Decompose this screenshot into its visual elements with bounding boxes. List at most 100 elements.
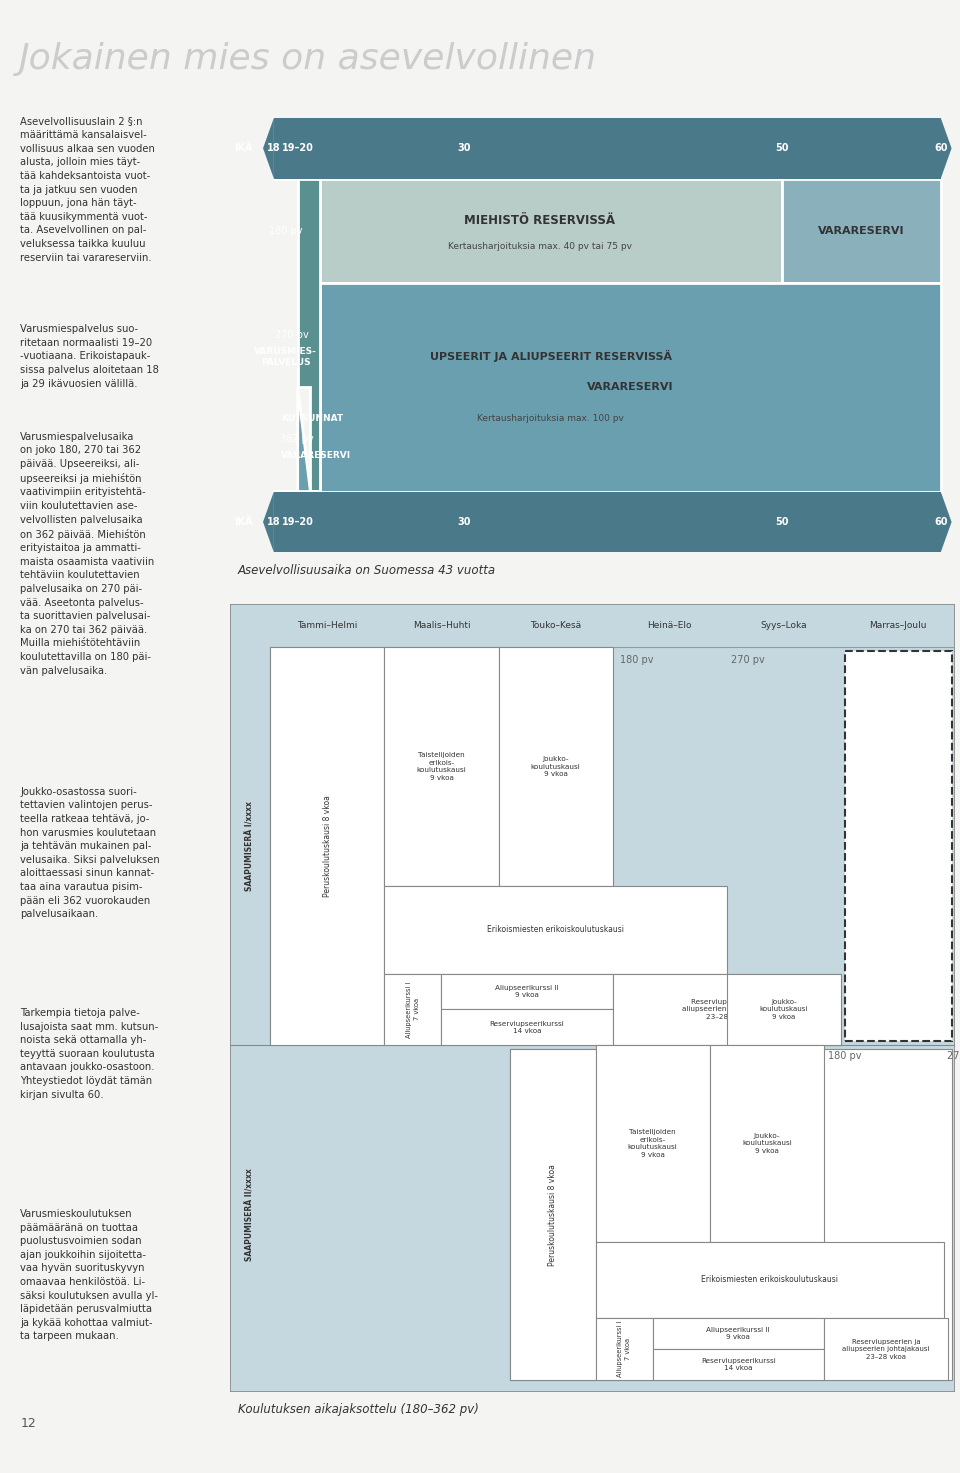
- Text: Varusmieskoulutuksen
päämääränä on tuottaa
puolustusvoimien sodan
ajan joukkoihi: Varusmieskoulutuksen päämääränä on tuott…: [20, 1209, 158, 1342]
- Text: Peruskoulutuskausi 8 vkoa: Peruskoulutuskausi 8 vkoa: [323, 795, 332, 897]
- Text: Syys–Loka: Syys–Loka: [760, 622, 807, 630]
- Bar: [298, 178, 782, 283]
- Text: MIEHISTÖ RESERVISSÄ: MIEHISTÖ RESERVISSÄ: [465, 214, 615, 227]
- Text: UPSEERIT JA ALIUPSEERIT RESERVISSÄ: UPSEERIT JA ALIUPSEERIT RESERVISSÄ: [430, 351, 672, 362]
- Text: IKÄ: IKÄ: [233, 517, 252, 527]
- Bar: [653, 1349, 824, 1380]
- Text: Reserviupseerien ja
aliupseerien johtajakausi
23–28 vkoa: Reserviupseerien ja aliupseerien johtaja…: [842, 1339, 929, 1360]
- Text: Varusmiespalvelusaika
on joko 180, 270 tai 362
päivää. Upseereiksi, ali-
upseere: Varusmiespalvelusaika on joko 180, 270 t…: [20, 432, 155, 676]
- Text: Taistelijoiden
erikois-
koulutuskausi
9 vkoa: Taistelijoiden erikois- koulutuskausi 9 …: [628, 1130, 678, 1158]
- Text: Joukko-osastossa suori-
tettavien valintojen perus-
teella ratkeaa tehtävä, jo-
: Joukko-osastossa suori- tettavien valint…: [20, 787, 160, 919]
- Text: Asevelvollisuuslain 2 §:n
määrittämä kansalaisvel-
vollisuus alkaa sen vuoden
al: Asevelvollisuuslain 2 §:n määrittämä kan…: [20, 116, 156, 262]
- Text: Aliupseerikurssi II
9 vkoa: Aliupseerikurssi II 9 vkoa: [707, 1327, 770, 1340]
- Bar: [727, 974, 841, 1046]
- Text: 30: 30: [458, 517, 471, 527]
- Text: Maalis–Huhti: Maalis–Huhti: [413, 622, 470, 630]
- Text: 60: 60: [934, 143, 948, 153]
- Bar: [320, 283, 941, 492]
- Bar: [653, 1318, 824, 1349]
- Text: 270 pv: 270 pv: [276, 330, 309, 340]
- Text: 31–34 vkoa: 31–34 vkoa: [454, 978, 497, 987]
- Bar: [595, 1318, 653, 1380]
- Bar: [595, 1242, 944, 1318]
- Bar: [498, 647, 612, 885]
- Polygon shape: [274, 178, 320, 492]
- Bar: [384, 974, 442, 1046]
- Text: 18: 18: [267, 143, 280, 153]
- Bar: [709, 1046, 824, 1242]
- Text: 35–38 vkoa: 35–38 vkoa: [671, 978, 714, 987]
- Text: VARARESERVI: VARARESERVI: [818, 225, 904, 236]
- Polygon shape: [274, 387, 320, 492]
- Bar: [510, 1049, 951, 1380]
- Text: Reserviupseerikurssi
14 vkoa: Reserviupseerikurssi 14 vkoa: [490, 1021, 564, 1034]
- Polygon shape: [941, 492, 951, 552]
- Polygon shape: [941, 118, 951, 178]
- Polygon shape: [263, 492, 274, 552]
- Text: Peruskoulutuskausi 8 vkoa: Peruskoulutuskausi 8 vkoa: [548, 1164, 558, 1265]
- Text: Varusmiespalvelus suo-
ritetaan normaalisti 19–20
-vuotiaana. Erikoistapauk-
sis: Varusmiespalvelus suo- ritetaan normaali…: [20, 324, 159, 389]
- Text: Heinä–Elo: Heinä–Elo: [648, 622, 692, 630]
- Polygon shape: [263, 118, 274, 178]
- Text: IKÄ: IKÄ: [233, 143, 252, 153]
- Text: Koulutuksen aikajaksottelu (180–362 pv): Koulutuksen aikajaksottelu (180–362 pv): [238, 1404, 478, 1416]
- Text: Asevelvollisuusaika on Suomessa 43 vuotta: Asevelvollisuusaika on Suomessa 43 vuott…: [238, 564, 495, 576]
- Text: 35–38 vkoa: 35–38 vkoa: [827, 1321, 867, 1327]
- Text: Marras–Joulu: Marras–Joulu: [870, 622, 926, 630]
- Text: Aliupseerikurssi I
7 vkoa: Aliupseerikurssi I 7 vkoa: [406, 981, 420, 1037]
- Text: 180 pv: 180 pv: [620, 655, 654, 666]
- Text: 270 pv: 270 pv: [948, 1052, 960, 1062]
- Bar: [782, 178, 941, 283]
- Text: VARUSMIES-
PALVELUS: VARUSMIES- PALVELUS: [254, 346, 317, 367]
- Text: Joukko-
koulutuskausi
9 vkoa: Joukko- koulutuskausi 9 vkoa: [531, 756, 581, 778]
- Text: Erikoismiesten erikoiskoulutuskausi: Erikoismiesten erikoiskoulutuskausi: [487, 925, 624, 934]
- Text: Taistelijoiden
erikois-
koulutuskausi
9 vkoa: Taistelijoiden erikois- koulutuskausi 9 …: [417, 753, 467, 781]
- Text: 362 pv: 362 pv: [881, 655, 915, 666]
- Text: 362 pv: 362 pv: [280, 435, 314, 445]
- Text: Kertausharjoituksia max. 40 pv tai 75 pv: Kertausharjoituksia max. 40 pv tai 75 pv: [447, 242, 632, 250]
- Bar: [320, 283, 782, 492]
- Text: Aliupseerikurssi II
9 vkoa: Aliupseerikurssi II 9 vkoa: [495, 984, 559, 999]
- Bar: [845, 651, 951, 1041]
- Text: 60: 60: [934, 517, 948, 527]
- Text: 180 pv: 180 pv: [269, 225, 302, 236]
- Text: SODANAJAN
JOUKKO: SODANAJAN JOUKKO: [870, 837, 926, 856]
- Text: 19–20: 19–20: [282, 143, 314, 153]
- Text: Tarkempia tietoja palve-
lusajoista saat mm. kutsun-
noista sekä ottamalla yh-
t: Tarkempia tietoja palve- lusajoista saat…: [20, 1008, 158, 1099]
- Bar: [510, 1049, 595, 1380]
- Text: 50: 50: [775, 143, 789, 153]
- Text: Joukko-
koulutuskausi
9 vkoa: Joukko- koulutuskausi 9 vkoa: [759, 999, 808, 1019]
- Bar: [595, 1046, 709, 1242]
- Text: VARARESERVI: VARARESERVI: [281, 451, 351, 460]
- Bar: [271, 647, 384, 1046]
- Text: Kertausharjoituksia max. 100 pv: Kertausharjoituksia max. 100 pv: [477, 414, 624, 423]
- Text: 30: 30: [458, 143, 471, 153]
- Text: 180 pv: 180 pv: [828, 1052, 861, 1062]
- Text: 12: 12: [20, 1417, 36, 1430]
- Bar: [274, 118, 941, 178]
- Bar: [824, 1318, 948, 1380]
- Text: SAAPUMISERÄ I/xxxx: SAAPUMISERÄ I/xxxx: [246, 801, 254, 891]
- Bar: [274, 492, 941, 552]
- Text: VARARESERVI: VARARESERVI: [588, 383, 674, 392]
- Text: Joukko-
koulutuskausi
9 vkoa: Joukko- koulutuskausi 9 vkoa: [742, 1133, 792, 1153]
- Bar: [442, 1009, 612, 1046]
- Text: Touko–Kesä: Touko–Kesä: [530, 622, 581, 630]
- Text: 50: 50: [775, 517, 789, 527]
- Bar: [612, 974, 841, 1046]
- Text: KUTSUNNAT: KUTSUNNAT: [281, 414, 344, 423]
- Bar: [384, 885, 727, 974]
- Bar: [384, 647, 498, 885]
- Text: Jokainen mies on asevelvollinen: Jokainen mies on asevelvollinen: [19, 43, 597, 77]
- Text: Reserviupseerikurssi
14 vkoa: Reserviupseerikurssi 14 vkoa: [701, 1358, 776, 1371]
- Text: 31–34 vkoa: 31–34 vkoa: [656, 1321, 696, 1327]
- Text: Erikoismiesten erikoiskoulutuskausi: Erikoismiesten erikoiskoulutuskausi: [701, 1276, 838, 1284]
- Text: Aliupseerikurssi I
7 vkoa: Aliupseerikurssi I 7 vkoa: [617, 1321, 631, 1377]
- Text: Tammi–Helmi: Tammi–Helmi: [298, 622, 357, 630]
- Text: 18: 18: [267, 517, 280, 527]
- Text: 270 pv: 270 pv: [731, 655, 764, 666]
- Text: 19–20: 19–20: [282, 517, 314, 527]
- Text: Reserviupseerien ja
aliupseerien johtajakausi
23–28 vkoa: Reserviupseerien ja aliupseerien johtaja…: [682, 999, 772, 1019]
- Bar: [310, 283, 320, 387]
- Text: SAAPUMISERÄ II/xxxx: SAAPUMISERÄ II/xxxx: [246, 1168, 254, 1261]
